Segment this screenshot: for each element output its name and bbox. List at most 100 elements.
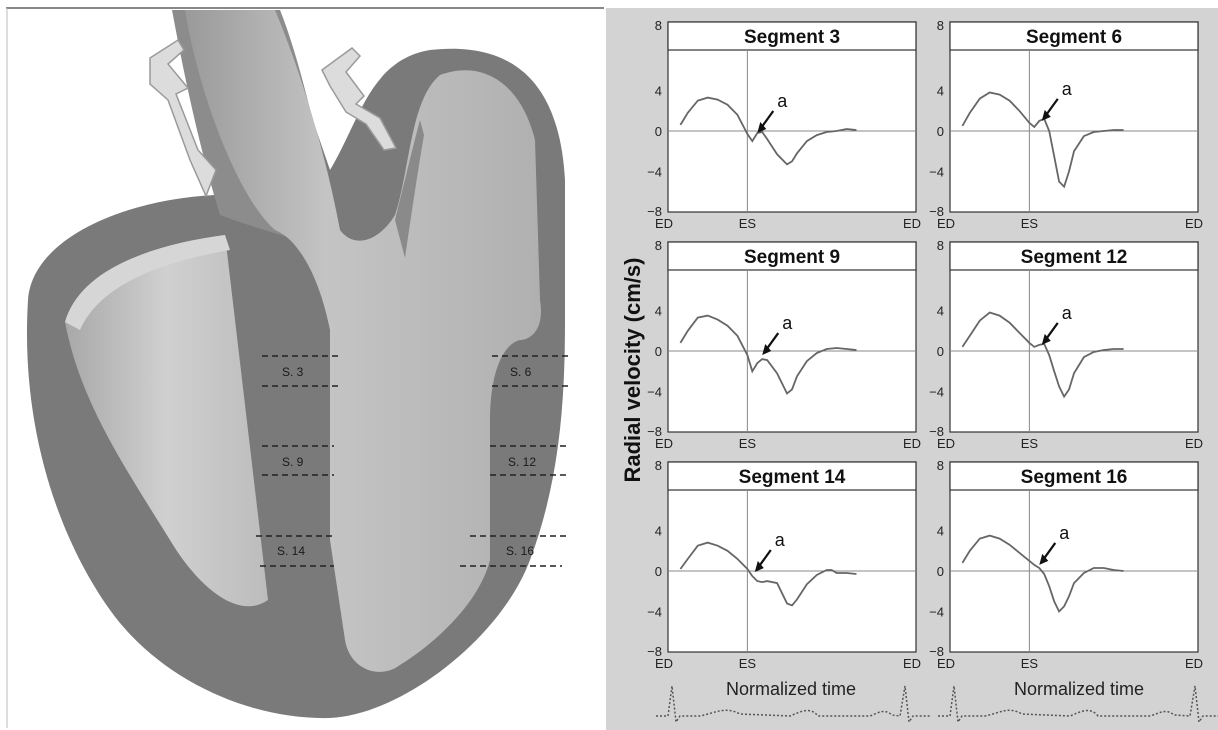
title-box	[949, 21, 1199, 51]
velocity-trace	[679, 96, 857, 166]
y-tick-label: 0	[655, 344, 662, 359]
y-tick-label: −4	[929, 165, 944, 180]
y-tick-label: −4	[647, 385, 662, 400]
charts-panel: Radial velocity (cm/s) Normalized time N…	[606, 8, 1218, 730]
ecg-trace-right	[938, 685, 1218, 725]
plot-area	[949, 21, 1199, 213]
heart-label-s3: S. 3	[282, 365, 304, 379]
y-tick-label: −4	[929, 385, 944, 400]
velocity-trace	[679, 541, 857, 607]
y-tick-label: 0	[655, 564, 662, 579]
x-axis-label-left: Normalized time	[726, 679, 856, 699]
x-tick-label: ES	[739, 436, 757, 451]
x-tick-label: ED	[937, 436, 955, 451]
x-tick-label: ED	[1185, 436, 1203, 451]
chart-title: Segment 6	[1026, 27, 1122, 48]
y-tick-label: −4	[647, 165, 662, 180]
x-tick-label: ED	[937, 216, 955, 231]
x-tick-label: ES	[739, 656, 757, 671]
ecg-trace-left	[656, 685, 930, 725]
segment-boundaries	[256, 355, 570, 567]
y-tick-label: 8	[937, 18, 944, 33]
title-box	[949, 461, 1199, 491]
arrow-a-label: a	[1062, 79, 1073, 99]
y-tick-label: −4	[929, 605, 944, 620]
x-axis-label-right: Normalized time	[1014, 679, 1144, 699]
chart-title: Segment 3	[744, 27, 840, 48]
arrow-a-label: a	[777, 91, 788, 111]
title-box	[667, 461, 917, 491]
heart-illustration: S. 3 S. 6 S. 9 S. 12 S. 14 S. 16	[6, 7, 604, 728]
chart-title: Segment 16	[1021, 467, 1128, 488]
title-box	[667, 21, 917, 51]
arrow-a-head	[1041, 333, 1051, 345]
heart-label-s14: S. 14	[277, 544, 305, 558]
heart-label-s9: S. 9	[282, 455, 304, 469]
heart-label-s12: S. 12	[508, 455, 536, 469]
velocity-trace	[961, 534, 1124, 614]
y-tick-label: 4	[937, 524, 944, 539]
y-tick-label: 4	[655, 304, 662, 319]
arrow-a-head	[762, 344, 772, 356]
left-ventricle-cavity	[185, 10, 541, 672]
y-tick-label: 0	[937, 564, 944, 579]
x-tick-label: ED	[937, 656, 955, 671]
arrow-a-label: a	[775, 530, 786, 550]
x-tick-label: ED	[655, 216, 673, 231]
y-tick-label: 0	[937, 124, 944, 139]
arrow-a-label: a	[782, 313, 793, 333]
arrow-a-label: a	[1059, 523, 1070, 543]
flow-arrow-left	[149, 38, 217, 198]
flow-arrow-right	[321, 47, 398, 151]
y-tick-label: 0	[655, 124, 662, 139]
y-tick-label: −4	[647, 605, 662, 620]
plot-area	[667, 461, 917, 653]
arrow-a-head	[754, 561, 764, 573]
y-tick-label: 0	[937, 344, 944, 359]
arrow-a-head	[1041, 109, 1051, 121]
x-tick-label: ED	[903, 216, 921, 231]
y-tick-label: −8	[647, 644, 662, 659]
valve-leaflet	[395, 120, 424, 258]
x-tick-label: ES	[1021, 436, 1039, 451]
x-tick-label: ED	[903, 656, 921, 671]
arrow-a-head	[1039, 553, 1049, 565]
y-tick-label: −8	[929, 644, 944, 659]
x-tick-label: ES	[739, 216, 757, 231]
y-tick-label: 8	[937, 458, 944, 473]
y-tick-label: −8	[929, 424, 944, 439]
y-axis-label: Radial velocity (cm/s)	[620, 258, 645, 483]
chart-title: Segment 12	[1021, 247, 1128, 268]
velocity-trace	[679, 314, 857, 395]
y-tick-label: −8	[647, 424, 662, 439]
y-tick-label: 4	[937, 84, 944, 99]
x-tick-label: ED	[655, 436, 673, 451]
plot-area	[949, 241, 1199, 433]
y-tick-label: 8	[937, 238, 944, 253]
x-tick-label: ES	[1021, 656, 1039, 671]
x-tick-label: ED	[903, 436, 921, 451]
velocity-trace	[961, 91, 1124, 189]
plot-area	[667, 21, 917, 213]
chart-title: Segment 14	[739, 467, 846, 488]
heart-label-s16: S. 16	[506, 544, 534, 558]
right-ventricle-cavity	[65, 235, 268, 607]
title-box	[949, 241, 1199, 271]
y-tick-label: 4	[937, 304, 944, 319]
heart-label-s6: S. 6	[510, 365, 532, 379]
y-tick-label: −8	[929, 204, 944, 219]
plot-area	[667, 241, 917, 433]
x-tick-label: ED	[655, 656, 673, 671]
x-tick-label: ED	[1185, 656, 1203, 671]
arrow-a-head	[757, 122, 767, 134]
y-tick-label: 8	[655, 458, 662, 473]
title-box	[667, 241, 917, 271]
x-tick-label: ED	[1185, 216, 1203, 231]
y-tick-label: 8	[655, 238, 662, 253]
